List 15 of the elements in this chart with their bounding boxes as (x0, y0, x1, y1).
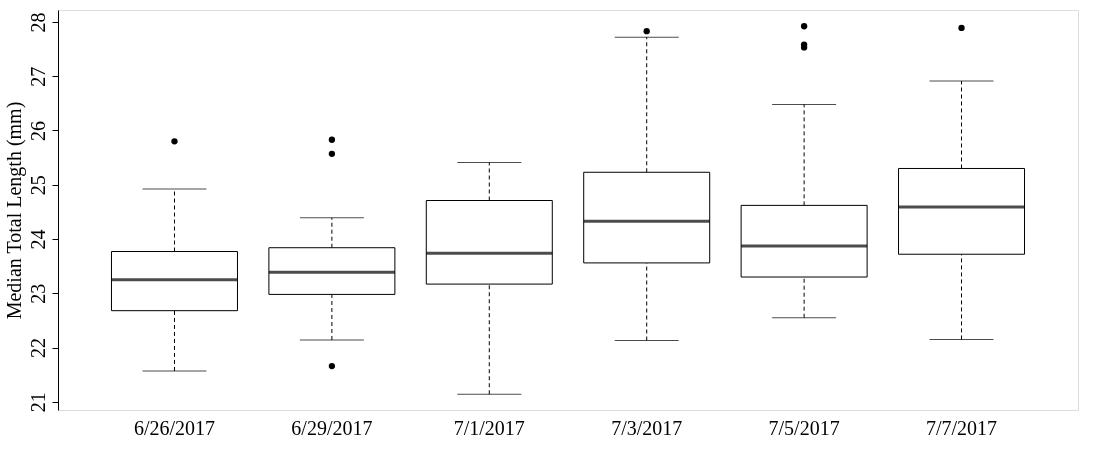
x-tick-label: 7/5/2017 (768, 416, 840, 439)
x-tick-label: 6/29/2017 (291, 416, 373, 439)
y-tick-label: 26 (26, 120, 49, 141)
x-tick-label: 7/1/2017 (453, 416, 525, 439)
y-tick-label: 24 (26, 229, 49, 250)
y-tick-label: 27 (26, 66, 49, 87)
y-tick-label: 23 (26, 283, 49, 304)
x-tick-label: 7/7/2017 (925, 416, 998, 439)
y-tick-label: 22 (26, 338, 49, 359)
y-tick-label: 21 (26, 392, 49, 413)
y-axis-title: Median Total Length (mm) (2, 101, 26, 320)
x-tick-label: 6/26/2017 (133, 416, 216, 439)
y-tick-label: 28 (26, 12, 49, 33)
x-tick-label: 7/3/2017 (611, 416, 683, 439)
y-tick-label: 25 (26, 175, 49, 196)
